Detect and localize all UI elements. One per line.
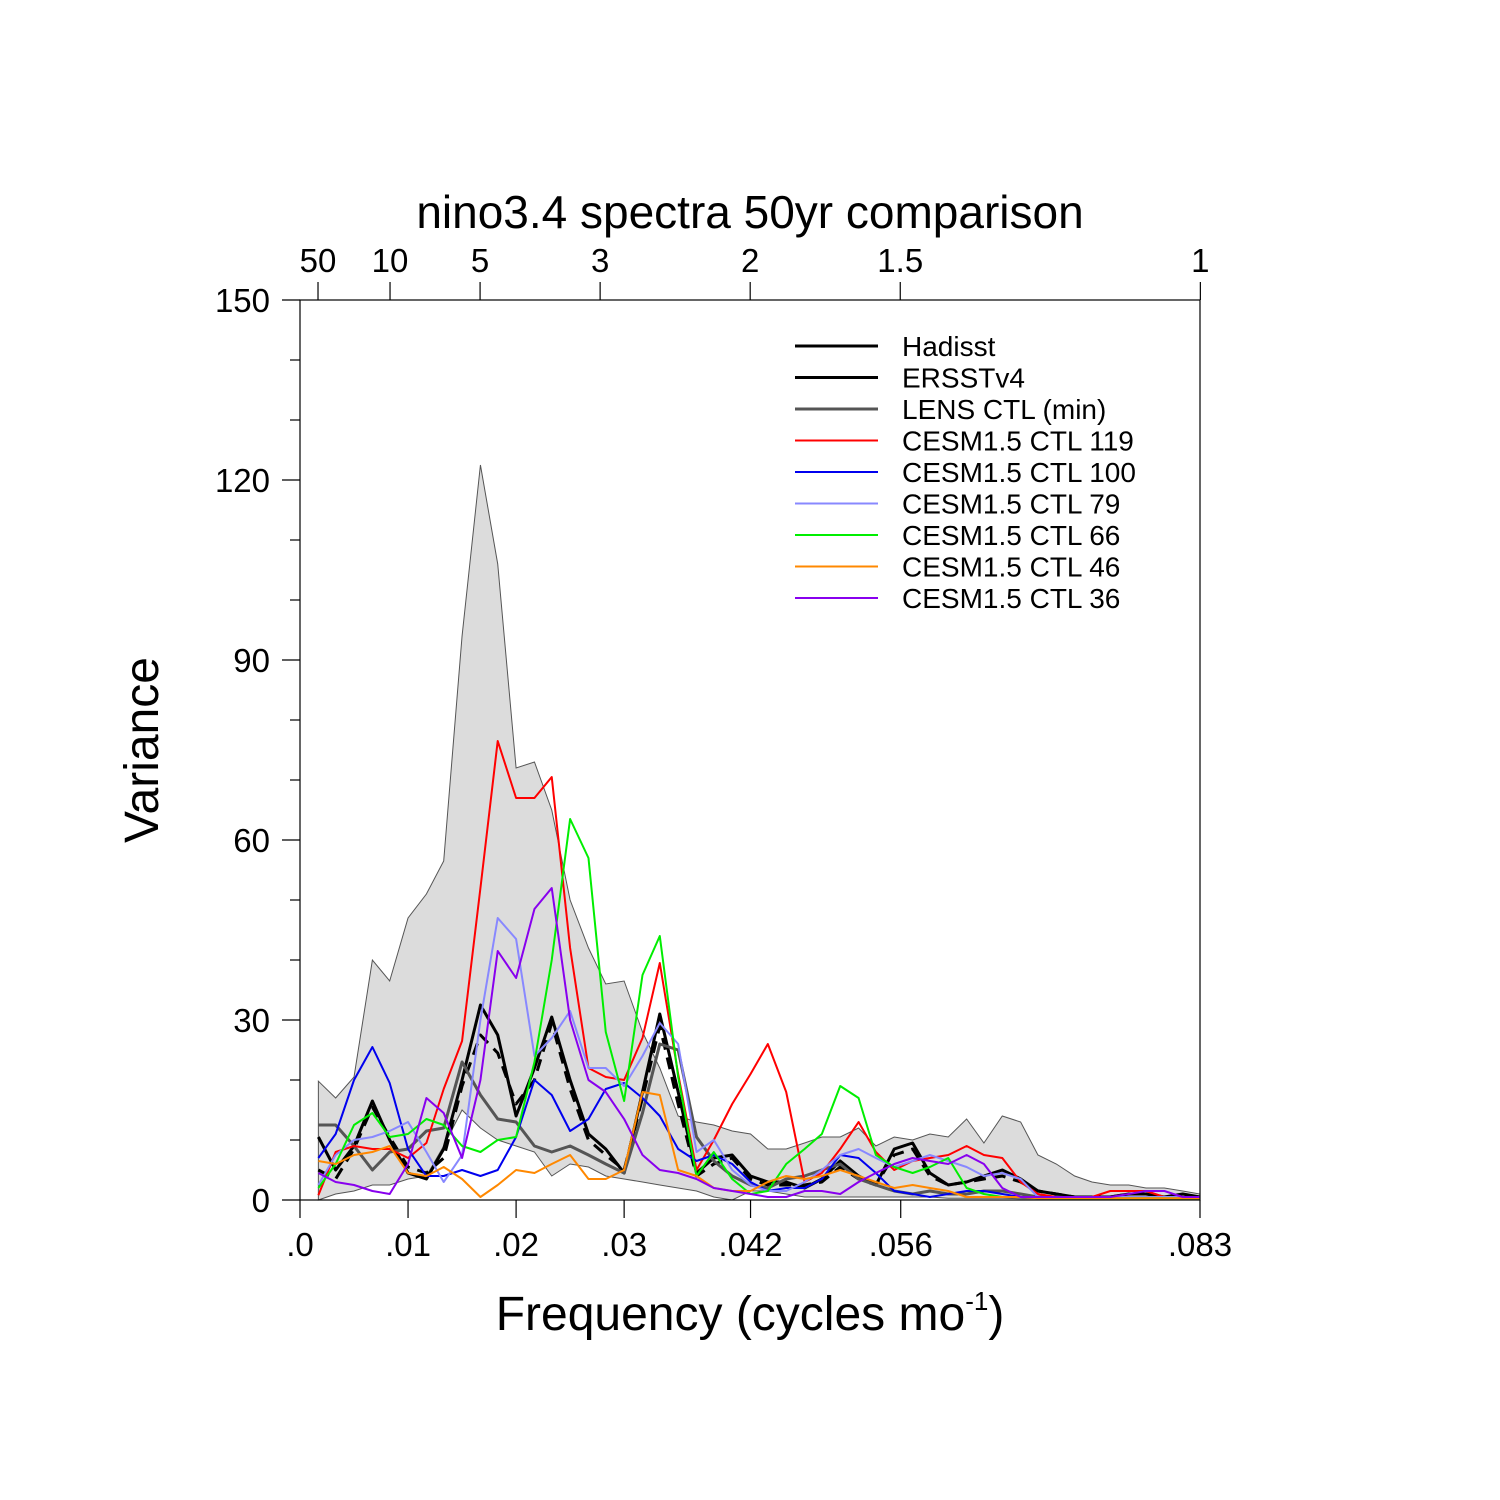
series-line-cesm1-5-ctl-36 — [317, 887, 1200, 1198]
series-line-cesm1-5-ctl-46 — [318, 1091, 1200, 1200]
legend-label: CESM1.5 CTL 36 — [902, 583, 1120, 614]
axis-ticks: 0 30 60 90 120 150 .0 .01 .02 .03 .042 .056 .083 50 10… — [215, 242, 1232, 1263]
x-tick-label: .0 — [286, 1226, 314, 1263]
legend-label: CESM1.5 CTL 79 — [902, 489, 1120, 520]
y-tick-label: 60 — [233, 822, 270, 859]
legend-label: LENS CTL (min) — [902, 394, 1106, 425]
x-axis-title-main: Frequency (cycles mo — [496, 1288, 965, 1341]
y-tick-label: 30 — [233, 1002, 270, 1039]
y-tick-label: 0 — [252, 1182, 270, 1219]
x-tick-label: .056 — [869, 1226, 933, 1263]
y-tick-label: 90 — [233, 642, 270, 679]
top-period-label: 5 — [471, 242, 489, 279]
top-period-label: 3 — [591, 242, 609, 279]
x-tick-label: .03 — [601, 1226, 647, 1263]
legend-label: CESM1.5 CTL 119 — [902, 426, 1134, 457]
x-axis-title-sup: -1 — [965, 1286, 988, 1316]
x-axis-title-tail: ) — [988, 1288, 1004, 1341]
x-tick-label: .02 — [493, 1226, 539, 1263]
top-period-label: 10 — [372, 242, 409, 279]
y-tick-label: 150 — [215, 282, 270, 319]
top-period-label: 2 — [741, 242, 759, 279]
y-axis-title: Variance — [116, 657, 169, 843]
x-tick-label: .083 — [1168, 1226, 1232, 1263]
legend-label: CESM1.5 CTL 66 — [902, 520, 1120, 551]
series-lines — [317, 740, 1201, 1200]
x-tick-label: .042 — [718, 1226, 782, 1263]
top-period-label: 1.5 — [877, 242, 923, 279]
chart-title: nino3.4 spectra 50yr comparison — [416, 186, 1083, 238]
series-line-ersstv4 — [317, 1021, 1200, 1199]
top-period-label: 50 — [300, 242, 337, 279]
legend-label: Hadisst — [902, 331, 996, 362]
x-axis-title: Frequency (cycles mo-1) — [496, 1286, 1005, 1341]
legend-label: ERSSTv4 — [902, 363, 1025, 394]
legend-label: CESM1.5 CTL 100 — [902, 457, 1136, 488]
top-period-label: 1 — [1191, 242, 1209, 279]
legend-label: CESM1.5 CTL 46 — [902, 552, 1120, 583]
x-tick-label: .01 — [385, 1226, 431, 1263]
y-tick-label: 120 — [215, 462, 270, 499]
